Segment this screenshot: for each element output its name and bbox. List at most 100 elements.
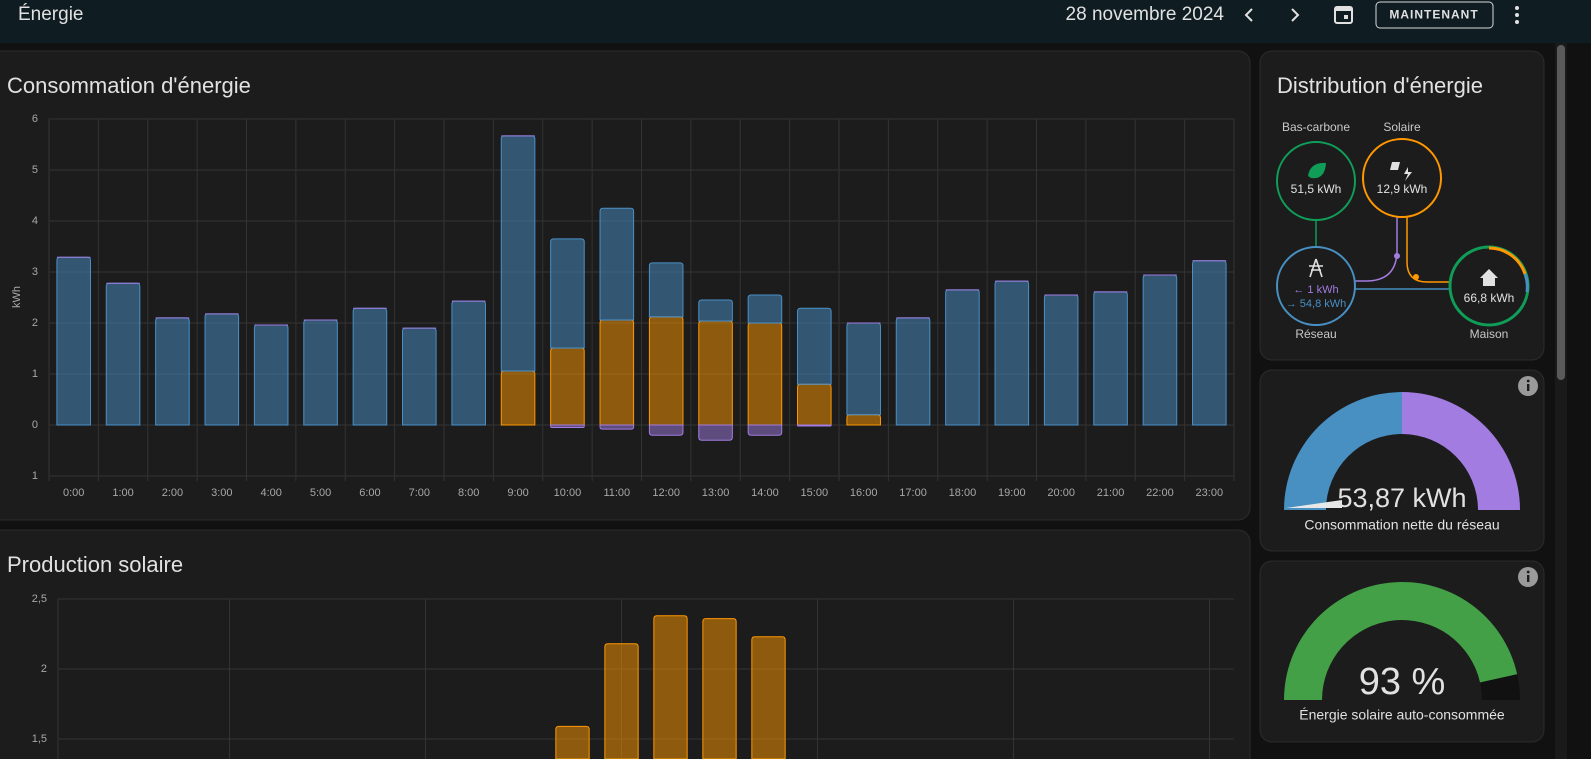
- x-tick-label: 15:00: [801, 487, 829, 499]
- gauge-needle: [1286, 500, 1342, 508]
- card-title: Consommation d'énergie: [7, 73, 251, 98]
- calendar-button[interactable]: [1334, 6, 1353, 24]
- y-tick-label: 6: [32, 113, 38, 125]
- home-icon: [1480, 269, 1498, 286]
- menu-button[interactable]: [1515, 6, 1519, 24]
- y-tick-label: 1: [32, 470, 38, 482]
- date: 28 novembre 2024: [1066, 4, 1225, 25]
- x-tick-label: 22:00: [1146, 487, 1174, 499]
- leaf-icon: [1308, 162, 1326, 179]
- bar: [751, 636, 786, 759]
- grid-consumed: → 54,8 kWh: [1286, 298, 1347, 310]
- y-tick-label: 2,5: [32, 593, 47, 605]
- now-button[interactable]: [1375, 1, 1494, 29]
- info-button[interactable]: [1518, 567, 1538, 587]
- x-tick-label: 13:00: [702, 487, 730, 499]
- low-carbon-node[interactable]: [1276, 141, 1356, 221]
- bar: [698, 320, 733, 426]
- bar: [402, 327, 437, 426]
- bar: [698, 424, 733, 441]
- bar: [698, 299, 733, 322]
- bar: [1142, 274, 1178, 426]
- x-tick-label: 23:00: [1196, 487, 1224, 499]
- calendar-icon-day[interactable]: [1344, 15, 1348, 19]
- card-title: Production solaire: [7, 552, 183, 577]
- home-ring-solar: [1488, 246, 1527, 275]
- x-tick-label: 17:00: [899, 487, 927, 499]
- x-tick-label: 14:00: [751, 487, 779, 499]
- bar: [895, 317, 931, 426]
- x-tick-label: 0:00: [63, 487, 84, 499]
- y-tick-label: 4: [32, 215, 38, 227]
- flow-dot: [1413, 274, 1419, 280]
- scrollbar-thumb[interactable]: [1557, 45, 1565, 380]
- x-tick-label: 10:00: [554, 487, 582, 499]
- x-tick-label: 18:00: [949, 487, 977, 499]
- distribution-card: [1259, 50, 1545, 361]
- y-tick-label: 0: [32, 419, 38, 431]
- x-tick-label: 12:00: [652, 487, 680, 499]
- node-label: Réseau: [1295, 327, 1336, 341]
- info-icon-dot[interactable]: [1526, 570, 1530, 574]
- gauge: [1284, 392, 1520, 510]
- grid-node[interactable]: [1276, 246, 1356, 326]
- gauge-value: 93 %: [1359, 661, 1446, 703]
- y-tick-label: 3: [32, 266, 38, 278]
- bar: [451, 300, 486, 426]
- info-icon-bar[interactable]: [1527, 384, 1530, 391]
- bar: [702, 618, 737, 759]
- gauge-label: Consommation nette du réseau: [1304, 517, 1499, 533]
- bar: [648, 262, 684, 318]
- gauge-label: Énergie solaire auto-consommée: [1299, 707, 1505, 723]
- x-tick-label: 20:00: [1047, 487, 1075, 499]
- bar: [56, 256, 91, 426]
- bar: [747, 294, 783, 324]
- solar-icon: [1390, 162, 1412, 181]
- flow-dot: [1394, 253, 1400, 259]
- prev-button[interactable]: [1244, 8, 1253, 22]
- now-button-label[interactable]: MAINTENANT: [1389, 8, 1478, 22]
- node-label: Solaire: [1383, 120, 1421, 134]
- bar: [599, 424, 635, 430]
- x-tick-label: 21:00: [1097, 487, 1125, 499]
- bar: [500, 370, 536, 426]
- info-button[interactable]: [1518, 376, 1538, 396]
- y-tick-label: 5: [32, 164, 38, 176]
- bar: [648, 424, 684, 436]
- node-value: 12,9 kWh: [1377, 182, 1428, 196]
- menu-dot[interactable]: [1515, 20, 1519, 24]
- bar: [747, 322, 783, 426]
- gauge-arc-consumed: [1284, 392, 1402, 510]
- menu-dot[interactable]: [1515, 6, 1519, 10]
- bar: [653, 615, 688, 759]
- bar: [797, 383, 832, 426]
- bar: [1093, 291, 1128, 426]
- calendar-icon-top[interactable]: [1335, 7, 1352, 11]
- bar: [555, 725, 590, 759]
- x-tick-label: 19:00: [998, 487, 1026, 499]
- node-label: Maison: [1470, 327, 1509, 341]
- gauge-arc-value: [1283, 581, 1518, 700]
- bar: [846, 322, 881, 416]
- flow-line: [1406, 217, 1450, 283]
- info-icon-dot[interactable]: [1526, 379, 1530, 383]
- bar: [550, 347, 585, 426]
- x-tick-label: 16:00: [850, 487, 878, 499]
- solar-node[interactable]: [1362, 138, 1442, 218]
- menu-dot[interactable]: [1515, 13, 1519, 17]
- x-tick-label: 4:00: [260, 487, 281, 499]
- y-tick-label: 1: [32, 368, 38, 380]
- y-tick-label: 1,5: [32, 733, 47, 745]
- info-icon-bar[interactable]: [1527, 575, 1530, 582]
- y-tick-label: 2: [41, 663, 47, 675]
- bar: [747, 424, 783, 436]
- bar: [604, 643, 639, 759]
- bar: [204, 313, 240, 426]
- flow-line: [1355, 217, 1398, 282]
- bar: [105, 282, 141, 426]
- x-tick-label: 2:00: [162, 487, 183, 499]
- next-button[interactable]: [1291, 8, 1300, 22]
- x-tick-label: 1:00: [112, 487, 133, 499]
